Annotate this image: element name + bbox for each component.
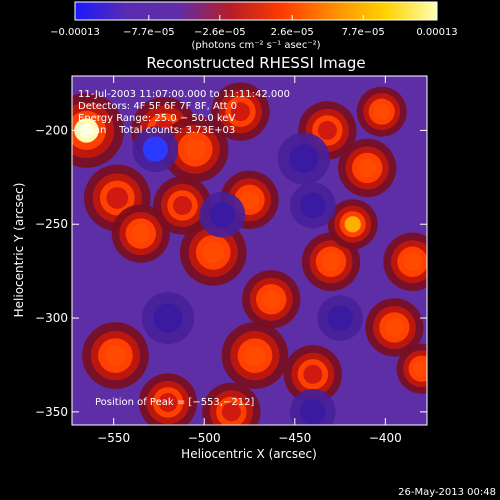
heatmap-emission-blob xyxy=(338,138,397,198)
annotation-counts: Clean Total counts: 3.73E+03 xyxy=(78,125,235,136)
heatmap-emission-blob xyxy=(327,199,378,250)
heatmap-emission-blob xyxy=(383,232,427,291)
y-axis-label: Heliocentric Y (arcsec) xyxy=(12,183,26,318)
heatmap-negative-blob xyxy=(141,291,195,345)
heatmap-emission-blob xyxy=(211,82,270,141)
footer-timestamp: 26-May-2013 00:48 xyxy=(398,487,496,498)
colorbar-tick-label: −7.7e−05 xyxy=(123,27,175,38)
y-tick-label: −350 xyxy=(35,405,68,419)
heatmap-negative-blob xyxy=(290,182,336,229)
colorbar-tick-label: 7.7e−05 xyxy=(342,27,385,38)
y-tick-label: −200 xyxy=(35,123,68,137)
colorbar-tick-label: −2.6e−05 xyxy=(194,27,246,38)
heatmap-negative-blob xyxy=(199,192,246,238)
chart-title: Reconstructed RHESSI Image xyxy=(146,54,365,72)
y-tick-label: −300 xyxy=(35,311,68,325)
heatmap-emission-blob xyxy=(83,164,151,232)
heatmap-emission-blob xyxy=(153,176,212,235)
colorbar-unit-label: (photons cm⁻² s⁻¹ asec⁻²) xyxy=(191,40,320,51)
annotation-detectors: Detectors: 4F 5F 6F 7F 8F, Att 0 xyxy=(78,101,237,112)
colorbar-tick-label: 2.6e−05 xyxy=(271,27,314,38)
heatmap-emission-blob xyxy=(202,382,261,425)
colorbar-tick-label: 0.00013 xyxy=(416,27,457,38)
heatmap-emission-blob xyxy=(221,322,289,389)
x-tick-label: −500 xyxy=(188,431,221,445)
heatmap-emission-blob xyxy=(365,298,424,357)
heatmap-emission-blob xyxy=(161,115,229,183)
x-axis-label: Heliocentric X (arcsec) xyxy=(181,447,317,461)
plot-frame xyxy=(71,75,428,426)
heatmap-negative-blob xyxy=(277,132,330,185)
heatmap-emission-blob xyxy=(82,322,149,389)
colorbar-tick-label: −0.00013 xyxy=(50,27,100,38)
heatmap-emission-blob xyxy=(111,204,170,263)
heatmap-field xyxy=(72,82,427,425)
annotation-time-range: 11-Jul-2003 11:07:00.000 to 11:11:42.000 xyxy=(78,89,290,100)
peak-position-label: Position of Peak = [−553,−212] xyxy=(95,397,254,408)
colorbar-gradient xyxy=(74,1,438,21)
annotation-block: 11-Jul-2003 11:07:00.000 to 11:11:42.000… xyxy=(78,89,290,136)
heatmap-emission-blob xyxy=(396,343,427,394)
heatmap-emission-blob xyxy=(72,92,124,168)
heatmap-emission-blob xyxy=(283,345,343,404)
annotation-energy-range: Energy Range: 25.0 − 50.0 keV xyxy=(78,113,235,124)
heatmap-negative-blob xyxy=(317,295,363,341)
heatmap-negative-blob xyxy=(290,389,336,425)
colorbar: −0.00013 −7.7e−05 −2.6e−05 2.6e−05 7.7e−05 0.… xyxy=(50,1,458,51)
heatmap-negative-blob xyxy=(132,126,179,172)
x-tick-label: −550 xyxy=(97,431,130,445)
heatmap-emission-blob xyxy=(356,86,407,137)
heatmap-emission-blob xyxy=(242,270,301,329)
heatmap-emission-blob xyxy=(138,373,198,425)
x-tick-label: −450 xyxy=(278,431,311,445)
x-tick-label: −400 xyxy=(369,431,402,445)
axis-ticks: −550 −500 −450 −400 −200 −250 −300 −350 xyxy=(35,76,427,445)
colorbar-ticks: −0.00013 −7.7e−05 −2.6e−05 2.6e−05 7.7e−05 0.… xyxy=(50,15,458,38)
y-tick-label: −250 xyxy=(35,217,68,231)
plot-area: −550 −500 −450 −400 −200 −250 −300 −350 xyxy=(35,75,428,445)
